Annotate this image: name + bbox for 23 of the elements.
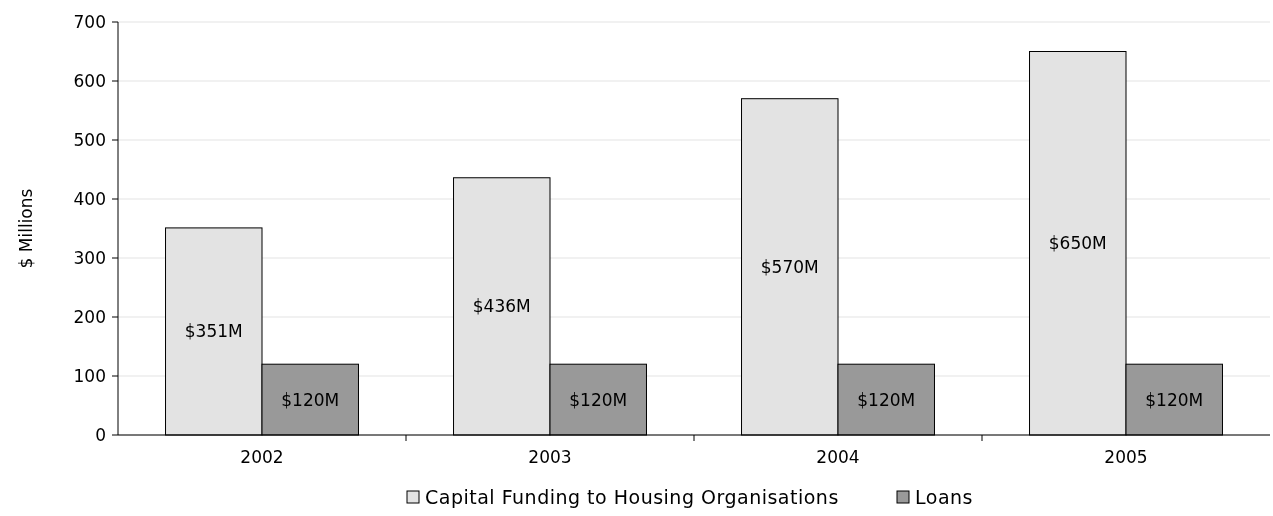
y-tick-label: 300 bbox=[73, 247, 106, 268]
x-tick-label: 2002 bbox=[240, 447, 284, 467]
y-tick-label: 100 bbox=[73, 365, 106, 386]
x-tick-label: 2004 bbox=[816, 447, 860, 467]
y-tick-label: 0 bbox=[95, 424, 106, 445]
legend-label: Capital Funding to Housing Organisations bbox=[425, 486, 839, 508]
data-label: $120M bbox=[1145, 389, 1204, 410]
data-label: $650M bbox=[1048, 233, 1107, 254]
y-tick-label: 400 bbox=[73, 188, 106, 209]
x-tick-label: 2005 bbox=[1104, 447, 1148, 467]
y-tick-label: 200 bbox=[73, 306, 106, 327]
data-label: $120M bbox=[857, 389, 916, 410]
legend-label: Loans bbox=[915, 486, 973, 508]
data-label: $120M bbox=[569, 389, 628, 410]
data-label: $436M bbox=[472, 296, 531, 317]
data-label: $120M bbox=[281, 389, 340, 410]
y-axis-title: $ Millions bbox=[16, 188, 36, 269]
y-tick-label: 600 bbox=[73, 70, 106, 91]
y-tick-label: 700 bbox=[73, 11, 106, 32]
x-tick-label: 2003 bbox=[528, 447, 572, 467]
data-label: $570M bbox=[760, 256, 819, 277]
y-tick-label: 500 bbox=[73, 129, 106, 150]
data-label: $351M bbox=[184, 321, 243, 342]
